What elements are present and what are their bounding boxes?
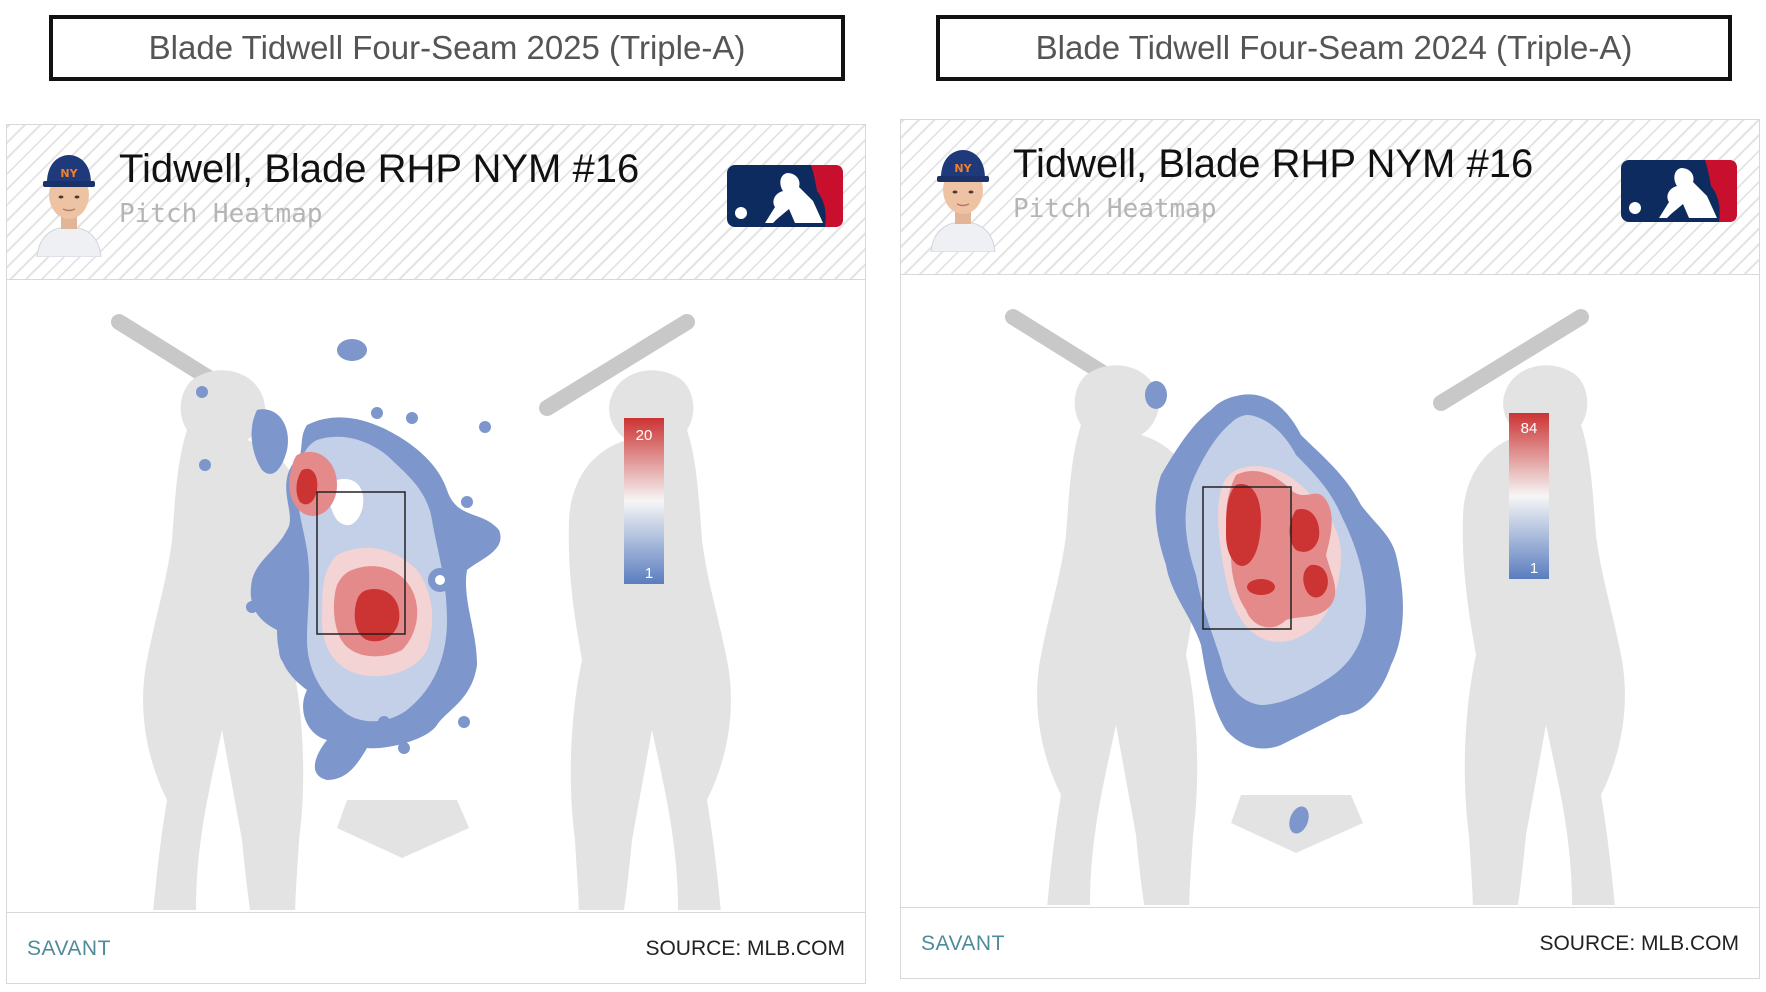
home-plate [337, 800, 469, 858]
heatmap-card-2024: NY Tidwell, Blade RHP NYM #16 Pitch Heat… [900, 119, 1760, 979]
source-label: SOURCE: MLB.COM [1539, 932, 1739, 955]
card-footer: SAVANT SOURCE: MLB.COM [7, 912, 865, 983]
chart-subtitle: Pitch Heatmap [119, 199, 323, 229]
legend-bar [624, 418, 664, 584]
card-footer: SAVANT SOURCE: MLB.COM [901, 907, 1759, 978]
bat-right [539, 314, 695, 416]
savant-link[interactable]: SAVANT [921, 932, 1005, 955]
heatmap-plot-2024: 84 1 [1005, 309, 1625, 905]
batter-silhouette-left [1037, 365, 1200, 905]
heatmap-card-2025: NY Tidwell, Blade RHP NYM #16 Pitch Heat… [6, 124, 866, 984]
savant-link[interactable]: SAVANT [27, 937, 111, 960]
player-name: Tidwell, Blade RHP NYM #16 [119, 147, 640, 191]
mlb-logo [727, 165, 843, 227]
strike-zone [316, 491, 406, 635]
color-legend: 20 1 [624, 418, 664, 584]
svg-text:NY: NY [954, 162, 972, 175]
chart-title-2024: Blade Tidwell Four-Seam 2024 (Triple-A) [936, 15, 1732, 81]
svg-text:NY: NY [60, 167, 78, 180]
heatmap-plot-2025: 20 1 [111, 314, 731, 910]
legend-max-label: 20 [636, 427, 653, 444]
legend-min-label: 1 [1530, 560, 1538, 577]
legend-bar [1509, 413, 1549, 579]
chart-title-2025: Blade Tidwell Four-Seam 2025 (Triple-A) [49, 15, 845, 81]
chart-subtitle: Pitch Heatmap [1013, 194, 1217, 224]
player-avatar: NY [36, 155, 102, 257]
card-header: NY Tidwell, Blade RHP NYM #16 Pitch Heat… [7, 125, 865, 280]
source-label: SOURCE: MLB.COM [645, 937, 845, 960]
legend-min-label: 1 [645, 565, 653, 582]
bat-right [1433, 309, 1589, 411]
player-avatar: NY [930, 150, 996, 252]
legend-max-label: 84 [1521, 420, 1538, 437]
color-legend: 84 1 [1509, 413, 1549, 579]
card-header: NY Tidwell, Blade RHP NYM #16 Pitch Heat… [901, 120, 1759, 275]
strike-zone [1202, 486, 1292, 630]
player-name: Tidwell, Blade RHP NYM #16 [1013, 142, 1534, 186]
mlb-logo [1621, 160, 1737, 222]
